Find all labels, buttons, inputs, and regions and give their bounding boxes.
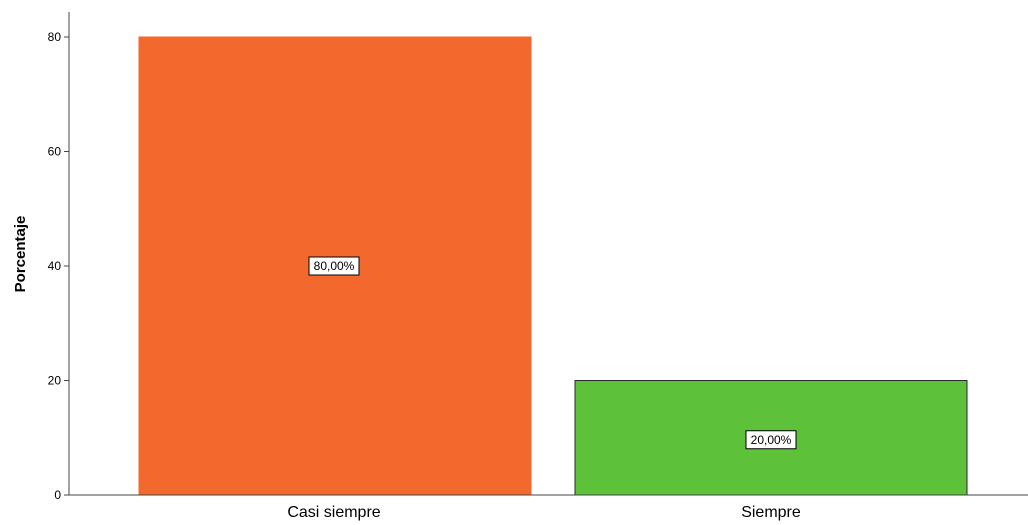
data-label: 20,00% [745,430,797,450]
y-tick-label: 80 [48,30,62,44]
y-tick-label: 0 [54,488,61,502]
y-tick-label: 20 [48,374,62,388]
y-tick-label: 60 [48,145,62,159]
y-axis-label: Porcentaje [12,216,29,293]
data-label-text: 80,00% [314,259,355,273]
data-label: 80,00% [308,256,360,276]
y-tick-label: 40 [48,259,62,273]
data-label-text: 20,00% [751,433,792,447]
data-label-box [745,430,797,450]
data-labels: 80,00% 20,00% [308,256,797,450]
x-category-label: Siempre [741,504,801,521]
bars [138,36,968,496]
data-label-box [308,256,360,276]
x-category-label: Casi siempre [287,504,380,521]
x-axis-labels: Casi siempre Siempre [287,504,801,521]
y-axis-ticks: 0 20 40 60 80 [48,30,69,502]
